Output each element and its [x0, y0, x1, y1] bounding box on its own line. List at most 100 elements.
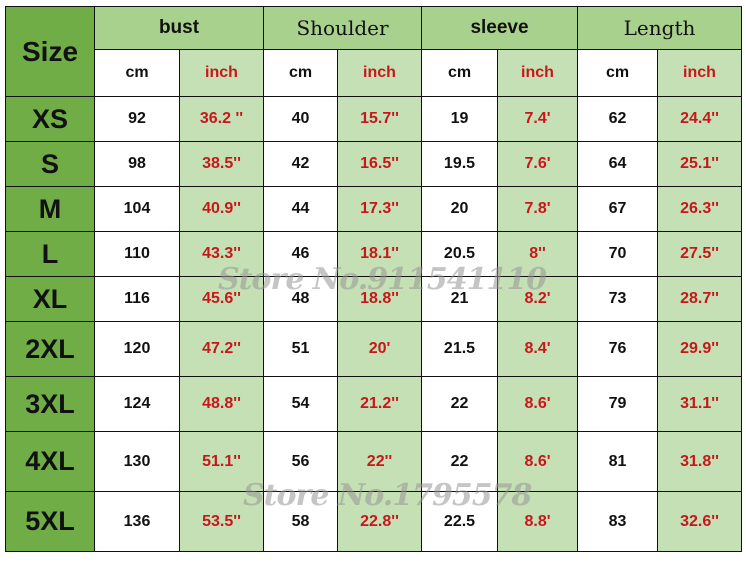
cm-value-cell: 22: [421, 431, 498, 492]
cm-value-cell: 20: [421, 186, 498, 232]
cm-value-cell: 130: [94, 431, 180, 492]
bust-header: bust: [94, 6, 264, 50]
cm-value-cell: 19.5: [421, 141, 498, 187]
cm-value-cell: 22.5: [421, 491, 498, 552]
size-cell: 4XL: [5, 431, 95, 492]
inch-value-cell: 36.2 '': [179, 96, 264, 142]
inch-value-cell: 48.8'': [179, 376, 264, 432]
inch-value-cell: 16.5'': [337, 141, 422, 187]
cm-value-cell: 48: [263, 276, 338, 322]
inch-value-cell: 17.3'': [337, 186, 422, 232]
size-cell: XL: [5, 276, 95, 322]
cm-value-cell: 54: [263, 376, 338, 432]
inch-value-cell: 43.3'': [179, 231, 264, 277]
inch-value-cell: 7.8': [497, 186, 578, 232]
inch-value-cell: 18.1'': [337, 231, 422, 277]
size-cell: 5XL: [5, 491, 95, 552]
table-row: M 104 40.9'' 44 17.3'' 20 7.8' 67 26.3'': [5, 186, 742, 232]
table-row: 2XL 120 47.2'' 51 20' 21.5 8.4' 76 29.9'': [5, 321, 742, 377]
inch-value-cell: 8.4': [497, 321, 578, 377]
unit-cm-header: cm: [94, 49, 180, 97]
cm-value-cell: 120: [94, 321, 180, 377]
unit-cm-header: cm: [421, 49, 498, 97]
unit-inch-header: inch: [657, 49, 742, 97]
size-cell: XS: [5, 96, 95, 142]
table-row: 3XL 124 48.8'' 54 21.2'' 22 8.6' 79 31.1'': [5, 376, 742, 432]
inch-value-cell: 47.2'': [179, 321, 264, 377]
inch-value-cell: 20': [337, 321, 422, 377]
unit-inch-header: inch: [179, 49, 264, 97]
inch-value-cell: 26.3'': [657, 186, 742, 232]
cm-value-cell: 116: [94, 276, 180, 322]
inch-value-cell: 51.1'': [179, 431, 264, 492]
cm-value-cell: 81: [577, 431, 658, 492]
inch-value-cell: 8.6': [497, 431, 578, 492]
inch-value-cell: 25.1'': [657, 141, 742, 187]
cm-value-cell: 21: [421, 276, 498, 322]
inch-value-cell: 22.8'': [337, 491, 422, 552]
table-row: S 98 38.5'' 42 16.5'' 19.5 7.6' 64 25.1'': [5, 141, 742, 187]
size-cell: S: [5, 141, 95, 187]
table-row: 5XL 136 53.5'' 58 22.8'' 22.5 8.8' 83 32.6'': [5, 491, 742, 552]
cm-value-cell: 42: [263, 141, 338, 187]
size-header: Size: [5, 6, 95, 97]
cm-value-cell: 98: [94, 141, 180, 187]
sleeve-header: sleeve: [421, 6, 578, 50]
table-row: XS 92 36.2 '' 40 15.7'' 19 7.4' 62 24.4'': [5, 96, 742, 142]
cm-value-cell: 83: [577, 491, 658, 552]
inch-value-cell: 8.8': [497, 491, 578, 552]
inch-value-cell: 38.5'': [179, 141, 264, 187]
unit-cm-header: cm: [577, 49, 658, 97]
inch-value-cell: 8.6': [497, 376, 578, 432]
cm-value-cell: 22: [421, 376, 498, 432]
inch-value-cell: 40.9'': [179, 186, 264, 232]
cm-value-cell: 44: [263, 186, 338, 232]
cm-value-cell: 64: [577, 141, 658, 187]
size-cell: 2XL: [5, 321, 95, 377]
inch-value-cell: 31.8'': [657, 431, 742, 492]
unit-cm-header: cm: [263, 49, 338, 97]
cm-value-cell: 62: [577, 96, 658, 142]
size-cell: 3XL: [5, 376, 95, 432]
cm-value-cell: 20.5: [421, 231, 498, 277]
inch-value-cell: 45.6'': [179, 276, 264, 322]
inch-value-cell: 15.7'': [337, 96, 422, 142]
cm-value-cell: 104: [94, 186, 180, 232]
cm-value-cell: 56: [263, 431, 338, 492]
length-header: Length: [577, 6, 742, 50]
cm-value-cell: 73: [577, 276, 658, 322]
cm-value-cell: 40: [263, 96, 338, 142]
cm-value-cell: 79: [577, 376, 658, 432]
size-chart-table: Size bust Shoulder sleeve Length cm inch c…: [5, 6, 742, 552]
inch-value-cell: 7.4': [497, 96, 578, 142]
cm-value-cell: 67: [577, 186, 658, 232]
inch-value-cell: 53.5'': [179, 491, 264, 552]
table-row: 4XL 130 51.1'' 56 22'' 22 8.6' 81 31.8'': [5, 431, 742, 492]
table-row: L 110 43.3'' 46 18.1'' 20.5 8'' 70 27.5'': [5, 231, 742, 277]
cm-value-cell: 92: [94, 96, 180, 142]
inch-value-cell: 8'': [497, 231, 578, 277]
unit-inch-header: inch: [337, 49, 422, 97]
inch-value-cell: 24.4'': [657, 96, 742, 142]
cm-value-cell: 51: [263, 321, 338, 377]
cm-value-cell: 19: [421, 96, 498, 142]
inch-value-cell: 31.1'': [657, 376, 742, 432]
cm-value-cell: 110: [94, 231, 180, 277]
unit-inch-header: inch: [497, 49, 578, 97]
cm-value-cell: 21.5: [421, 321, 498, 377]
inch-value-cell: 22'': [337, 431, 422, 492]
inch-value-cell: 8.2': [497, 276, 578, 322]
shoulder-header: Shoulder: [263, 6, 422, 50]
size-cell: M: [5, 186, 95, 232]
cm-value-cell: 76: [577, 321, 658, 377]
inch-value-cell: 27.5'': [657, 231, 742, 277]
inch-value-cell: 7.6': [497, 141, 578, 187]
cm-value-cell: 46: [263, 231, 338, 277]
cm-value-cell: 124: [94, 376, 180, 432]
inch-value-cell: 29.9'': [657, 321, 742, 377]
inch-value-cell: 21.2'': [337, 376, 422, 432]
cm-value-cell: 136: [94, 491, 180, 552]
cm-value-cell: 70: [577, 231, 658, 277]
cm-value-cell: 58: [263, 491, 338, 552]
size-cell: L: [5, 231, 95, 277]
